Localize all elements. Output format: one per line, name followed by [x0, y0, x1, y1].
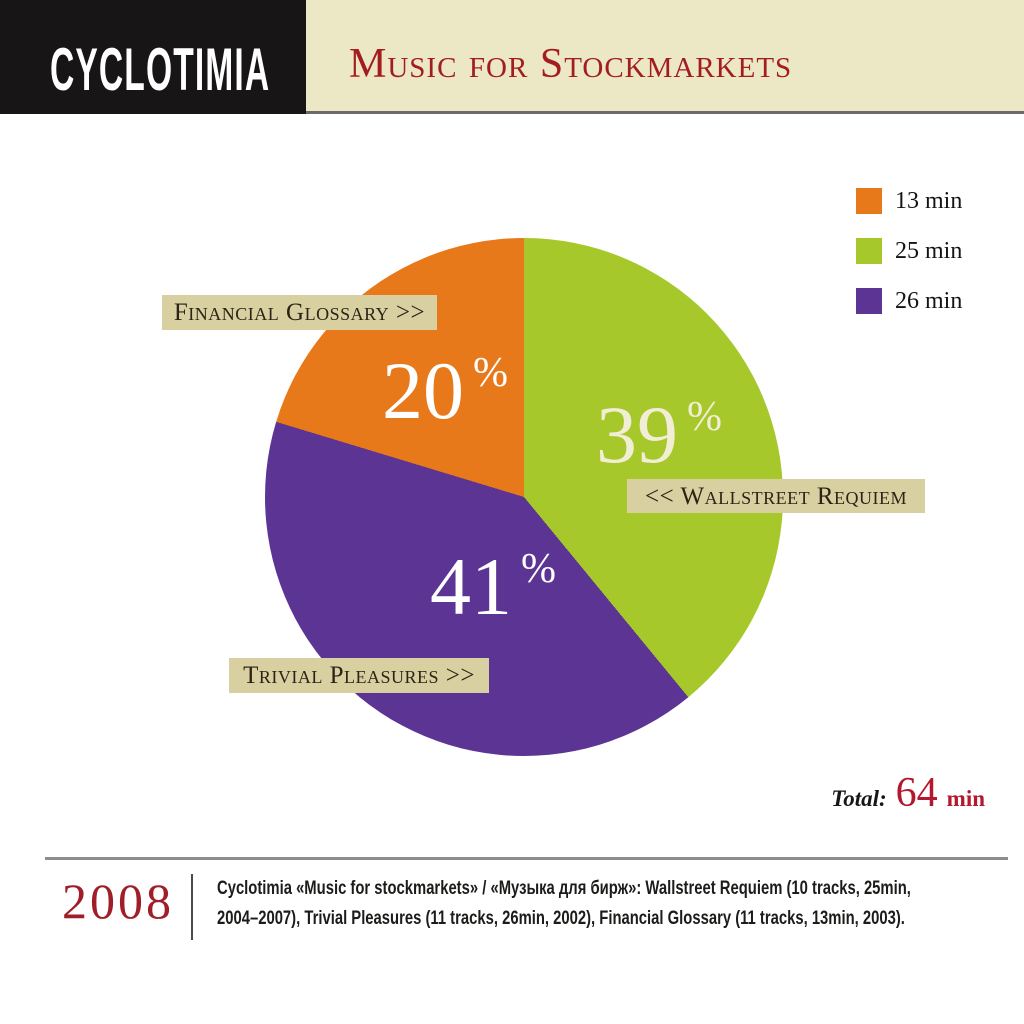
legend-item-financial-glossary: 13 min [856, 188, 962, 214]
album-description: Cyclotimia «Music for stockmarkets» / «М… [217, 874, 911, 934]
album-description-line2: 2004–2007), Trivial Pleasures (11 tracks… [217, 908, 905, 929]
percent-value: 41 [430, 541, 512, 632]
slice-percent-wallstreet-requiem: 39% [596, 394, 722, 476]
legend-label: 13 min [895, 188, 963, 214]
footer-vertical-divider [191, 874, 193, 940]
percent-sign: % [521, 546, 556, 592]
total-value: 64 [895, 770, 938, 816]
legend-label: 26 min [895, 288, 963, 314]
legend-swatch-orange [856, 188, 882, 214]
callout-wallstreet-requiem[interactable]: << Wallstreet Requiem [627, 479, 925, 513]
total-unit: min [946, 786, 985, 811]
artist-name: CYCLOTIMIA [50, 36, 271, 103]
footer-divider-line [45, 857, 1008, 860]
header-logo-box: CYCLOTIMIA [0, 0, 306, 114]
percent-sign: % [687, 394, 722, 440]
legend: 13 min 25 min 26 min [856, 188, 962, 338]
legend-item-wallstreet-requiem: 25 min [856, 238, 962, 264]
release-year: 2008 [62, 873, 174, 929]
legend-swatch-purple [856, 288, 882, 314]
percent-value: 39 [596, 389, 678, 480]
legend-item-trivial-pleasures: 26 min [856, 288, 962, 314]
percent-value: 20 [382, 345, 464, 436]
percent-sign: % [473, 350, 508, 396]
callout-trivial-pleasures[interactable]: Trivial Pleasures >> [229, 658, 489, 693]
album-title: Music for Stockmarkets [349, 41, 793, 87]
album-description-line1: Cyclotimia «Music for stockmarkets» / «М… [217, 878, 911, 899]
header-title-band: Music for Stockmarkets [306, 0, 1024, 114]
total-label: Total: [831, 786, 887, 811]
total-duration: Total: 64 min [831, 772, 985, 814]
slice-percent-financial-glossary: 20% [382, 350, 508, 432]
legend-swatch-green [856, 238, 882, 264]
callout-financial-glossary[interactable]: Financial Glossary >> [162, 295, 437, 330]
slice-percent-trivial-pleasures: 41% [430, 546, 556, 628]
legend-label: 25 min [895, 238, 963, 264]
